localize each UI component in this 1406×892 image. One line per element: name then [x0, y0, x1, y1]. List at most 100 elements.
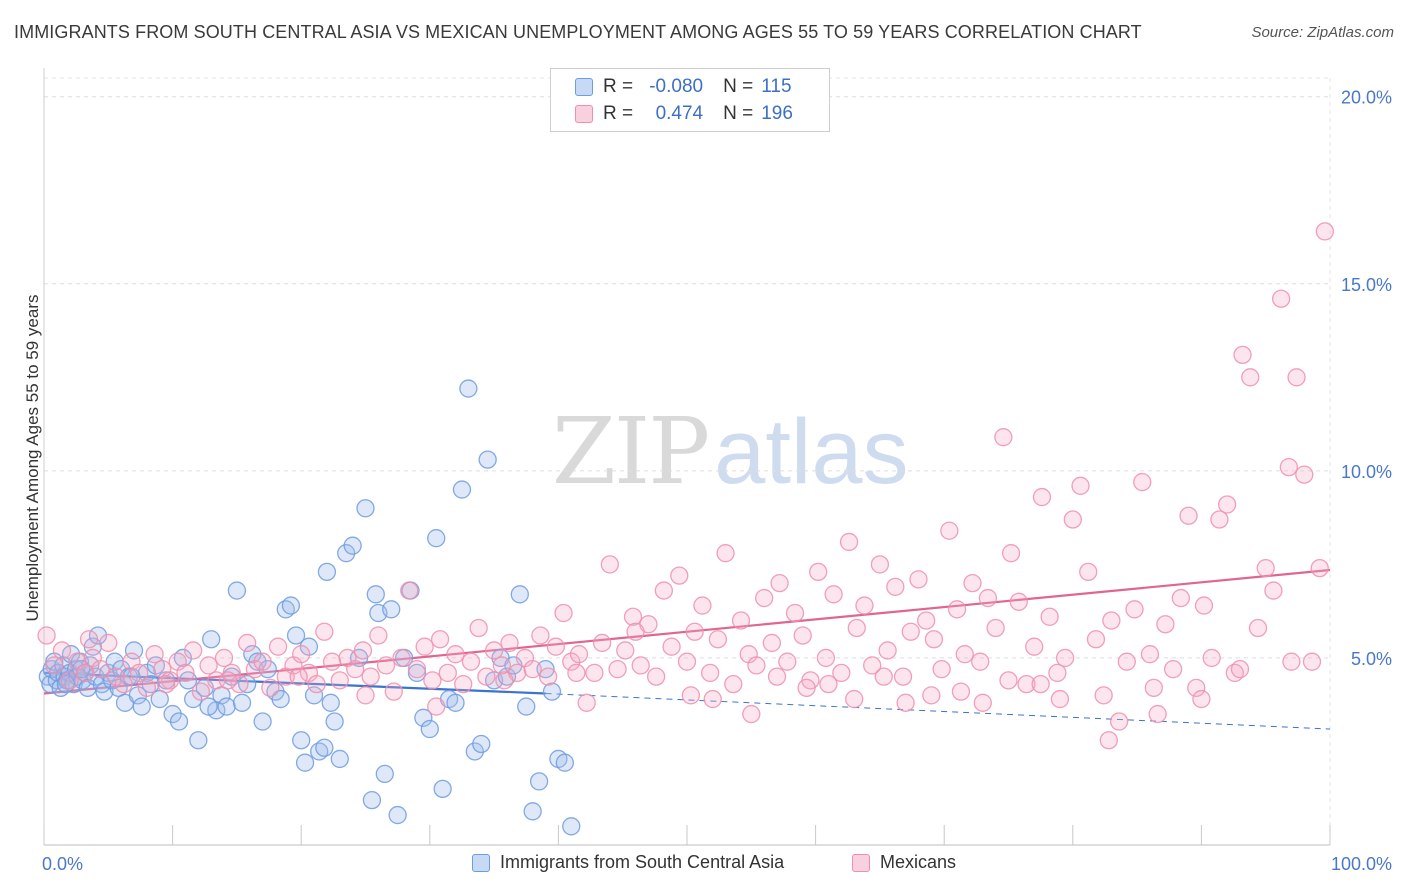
point-mexicans: [577, 693, 596, 712]
point-mexicans: [1192, 689, 1211, 709]
y-tick-label: 15.0%: [1341, 275, 1392, 295]
point-mexicans: [157, 674, 176, 694]
point-asia: [523, 802, 542, 821]
point-mexicans: [886, 577, 905, 596]
point-mexicans: [376, 656, 396, 675]
y-tick-label: 5.0%: [1351, 649, 1392, 669]
point-mexicans: [1079, 562, 1098, 582]
point-asia: [271, 689, 290, 709]
point-mexicans: [767, 667, 787, 686]
point-mexicans: [268, 637, 288, 656]
point-mexicans: [1256, 558, 1275, 578]
point-mexicans: [407, 660, 427, 679]
point-mexicans: [361, 667, 380, 686]
point-mexicans: [778, 652, 797, 671]
point-asia: [317, 562, 337, 582]
point-mexicans: [99, 633, 118, 653]
point-mexicans: [569, 645, 589, 664]
point-mexicans: [971, 652, 990, 671]
point-mexicans: [870, 555, 890, 574]
point-asia: [375, 764, 394, 784]
point-mexicans: [427, 697, 446, 716]
point-mexicans: [708, 630, 728, 649]
legend-item-asia[interactable]: Immigrants from South Central Asia: [472, 852, 784, 873]
point-mexicans: [477, 667, 496, 686]
point-asia: [452, 480, 472, 499]
grid-lines: [44, 77, 1331, 845]
point-mexicans: [654, 581, 674, 600]
point-mexicans: [106, 667, 126, 686]
point-asia: [446, 693, 465, 712]
point-asia: [295, 753, 315, 772]
point-mexicans: [1302, 652, 1322, 671]
trend-line-asia-extension: [545, 692, 1331, 730]
point-mexicans: [847, 618, 866, 638]
point-mexicans: [238, 633, 257, 653]
point-mexicans: [1187, 678, 1206, 698]
point-mexicans: [1315, 222, 1335, 241]
point-mexicans: [1099, 731, 1118, 750]
point-asia: [315, 738, 334, 757]
point-asia: [510, 585, 529, 604]
point-mexicans: [218, 671, 238, 690]
point-mexicans: [670, 566, 689, 585]
point-mexicans: [469, 618, 488, 638]
stats-swatch-asia: [575, 78, 593, 96]
point-mexicans: [703, 689, 722, 709]
source-label: Source: ZipAtlas.com: [1251, 24, 1394, 41]
point-mexicans: [978, 588, 998, 608]
point-mexicans: [356, 686, 375, 705]
point-asia: [169, 712, 189, 731]
point-asia: [330, 749, 349, 769]
point-mexicans: [770, 573, 789, 593]
point-mexicans: [60, 671, 79, 690]
bottom-legend: Immigrants from South Central Asia Mexic…: [0, 852, 1406, 878]
point-mexicans: [809, 562, 828, 582]
point-mexicans: [392, 648, 411, 668]
point-mexicans: [184, 641, 203, 660]
stats-n-label: N =: [723, 103, 754, 124]
point-asia: [382, 600, 401, 619]
point-asia: [366, 585, 385, 604]
point-mexicans: [999, 671, 1018, 690]
point-asia: [459, 379, 478, 398]
legend-swatch-asia: [472, 853, 490, 872]
point-mexicans: [986, 618, 1005, 638]
point-asia: [427, 529, 446, 548]
point-mexicans: [626, 622, 645, 641]
point-mexicans: [608, 660, 627, 679]
point-mexicans: [1001, 544, 1021, 563]
point-mexicans: [681, 686, 701, 705]
point-mexicans: [742, 704, 761, 724]
point-asia: [232, 693, 252, 712]
point-mexicans: [191, 682, 211, 701]
point-mexicans: [1117, 652, 1136, 671]
point-mexicans: [492, 656, 511, 675]
legend-item-mexicans[interactable]: Mexicans: [852, 852, 956, 873]
point-mexicans: [724, 674, 743, 694]
point-mexicans: [423, 671, 442, 690]
point-asia: [299, 637, 319, 656]
point-mexicans: [1140, 645, 1160, 664]
point-mexicans: [554, 603, 573, 623]
point-asia: [562, 817, 581, 836]
point-mexicans: [130, 663, 149, 683]
point-mexicans: [951, 682, 971, 701]
point-asia: [433, 779, 452, 799]
point-mexicans: [307, 674, 326, 694]
chart-title: IMMIGRANTS FROM SOUTH CENTRAL ASIA VS ME…: [14, 22, 1142, 42]
point-mexicans: [346, 660, 365, 679]
point-mexicans: [1086, 630, 1106, 649]
point-mexicans: [1163, 660, 1183, 679]
point-mexicans: [562, 652, 581, 671]
point-asia: [325, 712, 344, 731]
y-axis-label: Unemployment Among Ages 55 to 59 years: [23, 295, 42, 622]
point-mexicans: [932, 660, 951, 679]
point-asia: [472, 734, 491, 754]
point-asia: [529, 772, 549, 791]
point-mexicans: [793, 626, 812, 645]
point-mexicans: [1171, 588, 1190, 608]
point-mexicans: [1194, 596, 1214, 615]
point-mexicans: [137, 678, 157, 698]
